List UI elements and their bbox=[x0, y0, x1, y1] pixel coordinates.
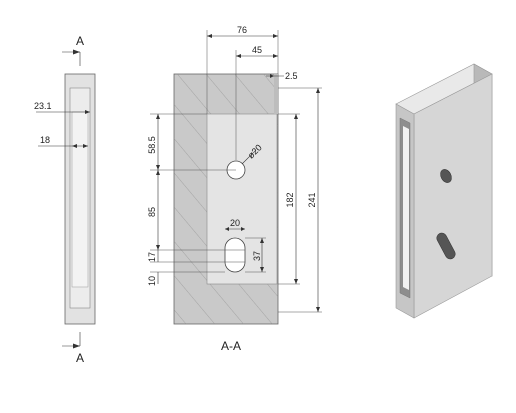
section-view: 76 45 2.5 ø20 58.5 85 17 10 bbox=[147, 25, 322, 353]
dim-arrow-icon bbox=[260, 238, 264, 243]
dim-arrow-icon bbox=[72, 144, 77, 148]
dim-arrow-icon bbox=[156, 245, 160, 250]
dim-slot-offset: 17 bbox=[147, 252, 157, 262]
dim-arrow-icon bbox=[273, 34, 278, 38]
dim-arrow-icon bbox=[236, 54, 241, 58]
dim-slot-height: 37 bbox=[252, 251, 262, 261]
dim-side-inner: 18 bbox=[40, 135, 50, 145]
dim-hole-from-top: 58.5 bbox=[147, 136, 157, 154]
section-rim bbox=[274, 74, 278, 114]
dim-overall-width: 76 bbox=[237, 25, 247, 35]
iso-slot bbox=[436, 232, 456, 260]
dim-arrow-icon bbox=[316, 307, 320, 312]
section-mark-top: A bbox=[76, 34, 84, 48]
dim-arrow-icon bbox=[294, 279, 298, 284]
iso-hole bbox=[440, 169, 452, 183]
dim-slot-bottom: 10 bbox=[147, 276, 157, 286]
dim-arrow-icon bbox=[316, 88, 320, 93]
dim-pocket-height: 182 bbox=[285, 192, 295, 207]
section-arrow-top-icon bbox=[73, 49, 80, 55]
dim-hole-to-slot: 85 bbox=[147, 207, 157, 217]
dim-arrow-icon bbox=[225, 227, 229, 231]
iso-front-face bbox=[413, 73, 493, 319]
dim-arrow-icon bbox=[156, 114, 160, 119]
dim-arrow-icon bbox=[156, 170, 160, 175]
dim-side-depth: 23.1 bbox=[34, 101, 52, 111]
side-view: A A 23.1 18 bbox=[34, 34, 96, 365]
dim-arrow-icon bbox=[156, 165, 160, 170]
isometric-view bbox=[395, 63, 493, 319]
iso-pocket-inner bbox=[403, 126, 409, 290]
dim-arrow-icon bbox=[83, 144, 88, 148]
dim-arrow-icon bbox=[270, 74, 274, 78]
dim-slot-width: 20 bbox=[230, 218, 240, 228]
side-view-pocket bbox=[71, 111, 89, 288]
dim-arrow-icon bbox=[260, 267, 264, 272]
dim-arrow-icon bbox=[294, 114, 298, 119]
slot bbox=[224, 237, 246, 273]
dim-arrow-icon bbox=[241, 227, 245, 231]
dim-hole-offset: 45 bbox=[252, 45, 262, 55]
dim-arrow-icon bbox=[273, 54, 278, 58]
dim-arrow-icon bbox=[85, 110, 90, 114]
section-arrow-bottom-icon bbox=[73, 343, 80, 349]
dim-rim: 2.5 bbox=[285, 71, 298, 81]
dim-arrow-icon bbox=[207, 34, 212, 38]
section-label: A-A bbox=[221, 339, 241, 353]
section-mark-bottom: A bbox=[76, 351, 84, 365]
dim-overall-height: 241 bbox=[307, 192, 317, 207]
